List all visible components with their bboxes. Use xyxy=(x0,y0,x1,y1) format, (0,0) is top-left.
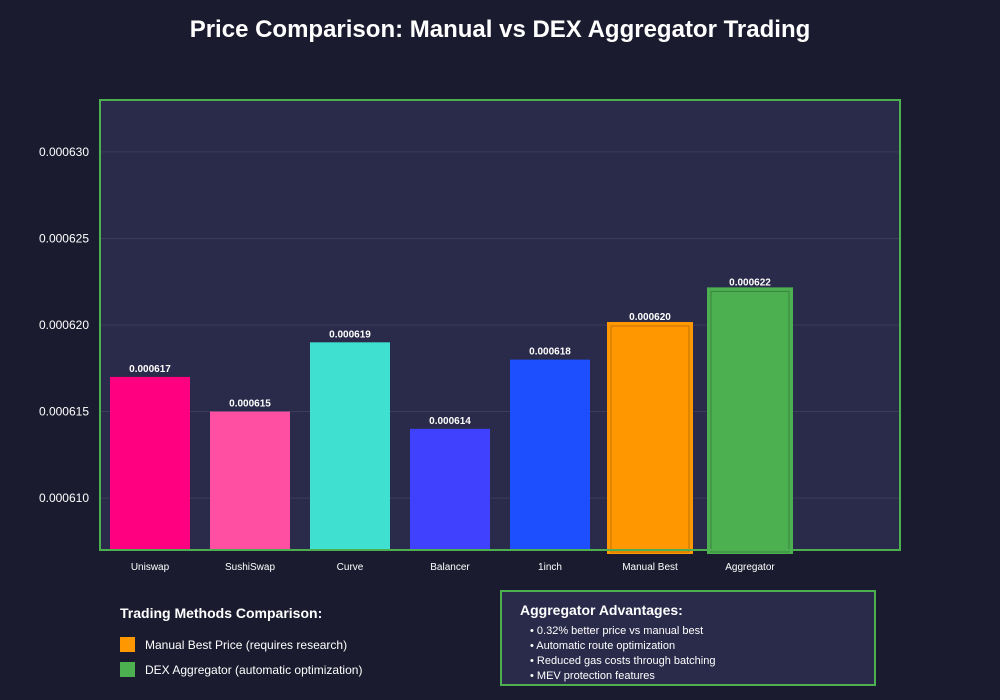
legend-swatch-aggregator xyxy=(120,662,135,677)
x-tick-label: Aggregator xyxy=(725,562,775,573)
bar-aggregator xyxy=(707,287,793,554)
advantages-title: Aggregator Advantages: xyxy=(520,602,683,618)
x-tick-label: Curve xyxy=(337,562,364,573)
x-tick-label: Manual Best xyxy=(622,562,678,573)
legend: Trading Methods Comparison: Manual Best … xyxy=(120,605,480,687)
y-tick-label: 0.000610 xyxy=(39,491,89,505)
bar-uniswap xyxy=(110,376,190,550)
advantage-item: • Reduced gas costs through batching xyxy=(530,655,716,667)
bar-value-label: 0.000620 xyxy=(629,312,671,323)
bar-inner-outline xyxy=(710,290,790,553)
legend-label-manual: Manual Best Price (requires research) xyxy=(145,637,348,652)
bar-inner-outline xyxy=(610,325,690,553)
x-tick-label: SushiSwap xyxy=(225,562,275,573)
plot-border xyxy=(99,99,901,551)
bar-value-label: 0.000614 xyxy=(429,416,471,427)
y-tick-label: 0.000630 xyxy=(39,145,89,159)
bar-manual-best xyxy=(607,322,693,554)
bar-value-label: 0.000619 xyxy=(329,329,371,340)
x-tick-label: Uniswap xyxy=(131,562,170,573)
bar-balancer xyxy=(410,428,490,550)
legend-item-aggregator: DEX Aggregator (automatic optimization) xyxy=(120,662,480,677)
bar-1inch xyxy=(510,359,590,550)
legend-label-aggregator: DEX Aggregator (automatic optimization) xyxy=(145,662,363,677)
x-tick-label: Balancer xyxy=(430,562,470,573)
x-tick-label: 1inch xyxy=(538,562,562,573)
bar-value-label: 0.000617 xyxy=(129,364,171,375)
legend-title: Trading Methods Comparison: xyxy=(120,605,323,621)
bar-value-label: 0.000615 xyxy=(229,399,271,410)
legend-swatch-manual xyxy=(120,637,135,652)
bar-value-label: 0.000618 xyxy=(529,347,571,358)
bar-curve xyxy=(310,342,390,550)
aggregator-advantages-box: Aggregator Advantages: • 0.32% better pr… xyxy=(500,590,876,686)
chart-title: Price Comparison: Manual vs DEX Aggregat… xyxy=(189,16,811,43)
y-tick-label: 0.000620 xyxy=(39,318,89,332)
y-axis-ticks: 0.000610 0.000615 0.000620 0.000625 0.000630 xyxy=(39,145,89,505)
bars: 0.000617 Uniswap 0.000615 SushiSwap 0.000619… xyxy=(110,277,793,573)
advantages-list: • 0.32% better price vs manual best • Au… xyxy=(520,624,856,684)
y-tick-label: 0.000625 xyxy=(39,231,89,245)
legend-item-manual: Manual Best Price (requires research) xyxy=(120,637,480,652)
bar-value-label: 0.000622 xyxy=(729,277,771,288)
y-tick-label: 0.000615 xyxy=(39,405,89,419)
advantage-item: • MEV protection features xyxy=(530,670,655,682)
advantage-item: • Automatic route optimization xyxy=(530,640,676,652)
advantage-item: • 0.32% better price vs manual best xyxy=(530,625,704,637)
bar-sushiswap xyxy=(210,411,290,550)
